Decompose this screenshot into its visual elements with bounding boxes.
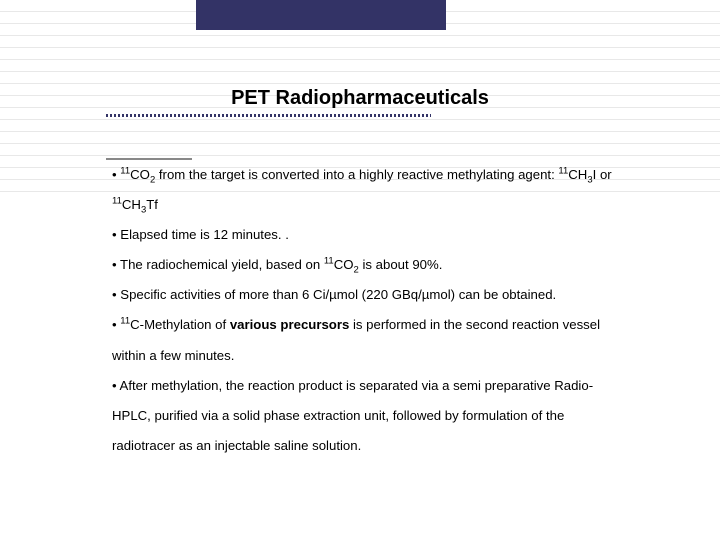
body-content: • 11CO2 from the target is converted int… <box>112 160 622 461</box>
page-title: PET Radiopharmaceuticals <box>0 87 720 110</box>
bullet-item: • 11CO2 from the target is converted int… <box>112 160 622 220</box>
bullet-item: • The radiochemical yield, based on 11CO… <box>112 250 622 280</box>
header-accent-box <box>196 0 446 30</box>
bullet-item: • 11C-Methylation of various precursors … <box>112 310 622 370</box>
title-underline <box>106 114 431 117</box>
bullet-item: • Elapsed time is 12 minutes. . <box>112 220 622 250</box>
bullet-item: • Specific activities of more than 6 Ci/… <box>112 280 622 310</box>
bullet-item: • After methylation, the reaction produc… <box>112 371 622 461</box>
